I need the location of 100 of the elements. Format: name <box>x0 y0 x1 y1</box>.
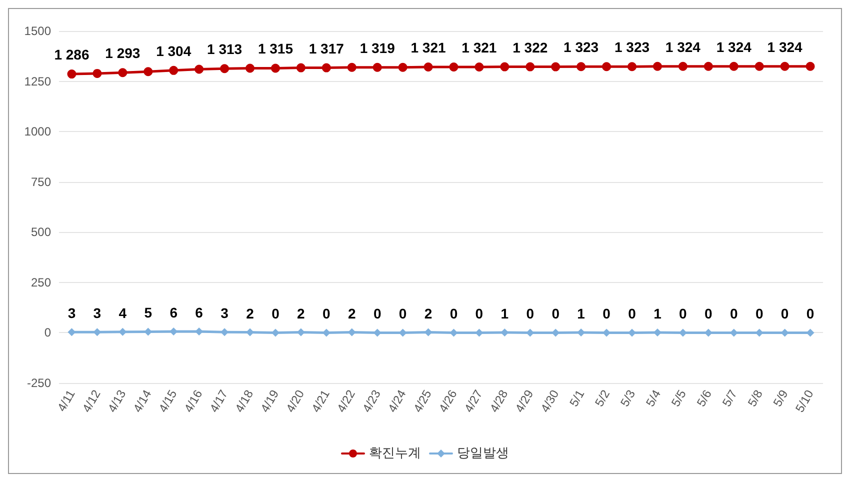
point <box>729 62 738 71</box>
data-label: 1 321 <box>410 40 446 56</box>
x-tick-label: 5/1 <box>566 387 588 409</box>
y-tick-label: 750 <box>30 174 52 189</box>
x-tick-label: 5/3 <box>618 387 638 409</box>
point <box>678 62 688 71</box>
point <box>246 64 254 73</box>
point <box>144 67 153 76</box>
data-label: 6 <box>170 304 178 321</box>
data-label: 0 <box>450 306 458 322</box>
legend-label: 확진누계 <box>369 446 421 461</box>
data-label: 0 <box>806 306 814 322</box>
data-label: 1 317 <box>308 40 344 56</box>
data-label: 1 286 <box>54 46 90 63</box>
data-label: 3 <box>68 305 76 322</box>
data-label: 3 <box>93 305 102 322</box>
data-label: 1 <box>654 306 662 322</box>
point <box>424 328 432 336</box>
data-label: 1 304 <box>156 42 192 59</box>
data-label: 1 319 <box>360 40 396 56</box>
y-tick-label: 1000 <box>24 124 52 139</box>
point <box>246 328 254 336</box>
data-label: 1 322 <box>512 39 548 56</box>
data-label: 0 <box>373 306 382 322</box>
y-tick-label: -250 <box>26 376 52 390</box>
data-label: 0 <box>475 306 484 322</box>
data-label: 0 <box>730 306 738 322</box>
point <box>92 68 102 78</box>
y-tick-label: 1250 <box>24 74 52 88</box>
point <box>551 62 560 72</box>
point <box>220 64 230 74</box>
data-label: 1 <box>500 306 509 322</box>
point <box>628 328 636 337</box>
data-label: 2 <box>348 305 356 322</box>
data-label: 0 <box>272 306 280 322</box>
point <box>169 66 178 75</box>
data-label: 3 <box>220 305 229 322</box>
data-label: 0 <box>755 306 764 322</box>
data-label: 0 <box>322 306 330 322</box>
data-label: 1 315 <box>258 40 294 57</box>
data-label: 0 <box>704 306 712 322</box>
point <box>806 62 815 71</box>
legend-label: 당일발생 <box>457 446 509 461</box>
y-tick-label: 250 <box>30 275 52 290</box>
point <box>322 63 331 72</box>
data-label: 0 <box>780 306 789 322</box>
point <box>474 62 484 72</box>
point <box>424 62 433 72</box>
data-label: 1 321 <box>462 40 497 56</box>
point <box>296 63 306 72</box>
data-label: 0 <box>602 306 611 322</box>
x-tick-label: 5/6 <box>694 387 715 409</box>
data-label: 0 <box>679 306 688 322</box>
data-label: 1 324 <box>716 38 752 55</box>
data-label: 2 <box>424 305 432 322</box>
point <box>500 62 510 72</box>
data-label: 1 324 <box>767 38 803 55</box>
data-label: 2 <box>246 305 254 322</box>
x-tick-label: 4/11 <box>54 387 78 414</box>
y-tick-label: 1500 <box>24 24 52 38</box>
data-label: 2 <box>297 305 306 322</box>
data-label: 1 323 <box>614 39 650 56</box>
point <box>118 68 128 78</box>
x-tick-label: 5/7 <box>719 387 740 409</box>
y-tick-label: 500 <box>30 225 52 240</box>
point <box>67 70 76 79</box>
point <box>347 62 356 72</box>
x-tick-label: 5/2 <box>592 387 613 409</box>
data-label: 5 <box>144 304 152 321</box>
point <box>602 62 612 72</box>
x-tick-label: 5/5 <box>668 387 690 409</box>
data-label: 1 293 <box>105 45 140 62</box>
point <box>704 62 713 71</box>
point <box>449 62 458 72</box>
x-tick-label: 5/9 <box>770 387 792 409</box>
data-label: 1 313 <box>207 41 242 58</box>
point <box>628 62 636 72</box>
point <box>780 62 790 71</box>
data-label: 4 <box>118 304 127 321</box>
data-label: 0 <box>526 306 534 322</box>
point <box>372 62 382 72</box>
point <box>526 62 535 72</box>
point <box>576 62 586 72</box>
x-tick-label: 5/4 <box>643 387 664 409</box>
point <box>93 328 102 336</box>
x-tick-label: 5/8 <box>744 387 766 409</box>
point <box>754 62 764 71</box>
data-label: 0 <box>628 306 636 322</box>
data-label: 1 <box>577 306 586 322</box>
data-label: 1 323 <box>564 39 599 56</box>
y-tick-label: 0 <box>44 326 52 340</box>
data-label: 0 <box>552 306 560 322</box>
point <box>652 62 662 71</box>
data-label: 1 324 <box>665 38 701 55</box>
point <box>398 62 408 72</box>
point <box>68 328 76 336</box>
point <box>194 64 204 74</box>
data-label: 6 <box>195 304 204 321</box>
point <box>270 64 280 73</box>
data-label: 0 <box>398 306 407 322</box>
